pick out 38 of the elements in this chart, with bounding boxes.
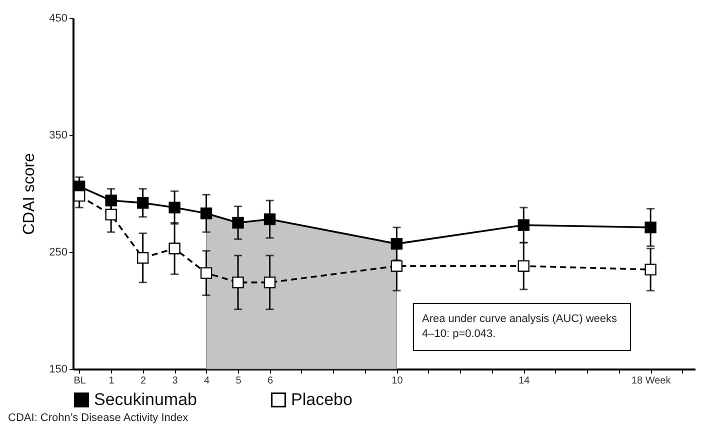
point — [644, 222, 656, 234]
point — [518, 260, 530, 272]
point — [136, 252, 149, 264]
x-tick-label: 3 — [172, 376, 178, 386]
x-tick-label: 4 — [204, 376, 210, 386]
point — [200, 208, 212, 220]
point — [644, 264, 656, 276]
point — [390, 260, 403, 272]
point — [136, 197, 149, 209]
point — [168, 202, 180, 214]
y-tick-label: 250 — [49, 246, 68, 258]
point — [74, 190, 86, 202]
y-tick-label: 150 — [49, 364, 68, 376]
x-tick-label: 6 — [267, 376, 274, 386]
y-tick-label: 450 — [49, 12, 68, 24]
y-axis-title: CDAI score — [21, 153, 38, 235]
point — [105, 194, 117, 206]
point — [232, 276, 244, 288]
point — [168, 242, 180, 254]
point — [105, 208, 117, 220]
y-tick-label: 350 — [49, 130, 68, 142]
legend-label: Secukinumab — [94, 390, 198, 409]
legend-label: Placebo — [291, 390, 352, 409]
point — [264, 213, 276, 226]
point — [518, 219, 530, 231]
point — [232, 216, 244, 229]
annotation: Area under curve analysis (AUC) weeks 4–10: p=0.043. — [413, 303, 631, 351]
text: CDAI: Crohn’s Disease Activity Index — [8, 412, 188, 424]
point — [200, 267, 212, 279]
x-tick-label: 5 — [236, 376, 242, 386]
point — [390, 238, 403, 250]
x-tick-label: BL — [74, 376, 86, 386]
x-tick-label: 10 — [392, 376, 404, 386]
x-tick-label: 1 — [108, 376, 115, 386]
x-tick-label: 18 Week — [631, 376, 672, 386]
x-tick-label: 2 — [140, 376, 147, 386]
x-tick-label: 14 — [518, 376, 530, 386]
point — [264, 276, 276, 288]
